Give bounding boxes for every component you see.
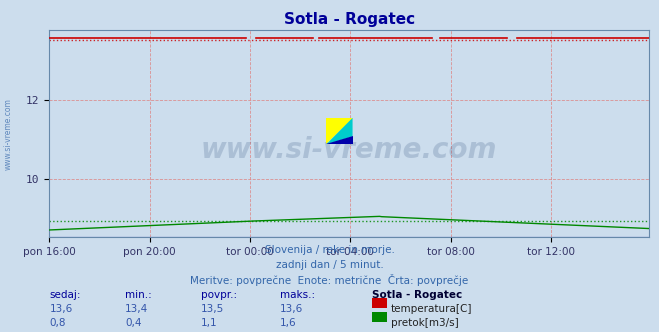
Text: min.:: min.:: [125, 290, 152, 299]
Title: Sotla - Rogatec: Sotla - Rogatec: [284, 12, 415, 27]
Text: 0,4: 0,4: [125, 318, 142, 328]
Text: 13,6: 13,6: [49, 304, 72, 314]
Text: 13,5: 13,5: [201, 304, 224, 314]
Polygon shape: [326, 136, 353, 144]
Polygon shape: [326, 118, 353, 144]
Text: 0,8: 0,8: [49, 318, 66, 328]
Text: zadnji dan / 5 minut.: zadnji dan / 5 minut.: [275, 260, 384, 270]
Text: temperatura[C]: temperatura[C]: [391, 304, 473, 314]
Text: 1,6: 1,6: [280, 318, 297, 328]
Text: pretok[m3/s]: pretok[m3/s]: [391, 318, 459, 328]
Text: 1,1: 1,1: [201, 318, 217, 328]
Text: 13,4: 13,4: [125, 304, 148, 314]
Text: maks.:: maks.:: [280, 290, 315, 299]
Text: www.si-vreme.com: www.si-vreme.com: [4, 98, 13, 170]
Text: Slovenija / reke in morje.: Slovenija / reke in morje.: [264, 245, 395, 255]
Polygon shape: [326, 118, 353, 144]
Text: sedaj:: sedaj:: [49, 290, 81, 299]
Text: povpr.:: povpr.:: [201, 290, 237, 299]
Text: 13,6: 13,6: [280, 304, 303, 314]
Text: www.si-vreme.com: www.si-vreme.com: [201, 136, 498, 164]
Text: Meritve: povprečne  Enote: metrične  Črta: povprečje: Meritve: povprečne Enote: metrične Črta:…: [190, 274, 469, 286]
Text: Sotla - Rogatec: Sotla - Rogatec: [372, 290, 463, 299]
